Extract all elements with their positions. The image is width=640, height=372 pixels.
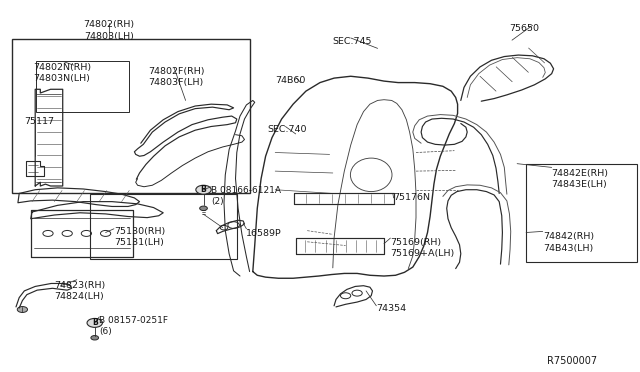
Text: B 08166-6121A
(2): B 08166-6121A (2) (211, 186, 281, 206)
Text: 74842E(RH)
74843E(LH): 74842E(RH) 74843E(LH) (552, 169, 609, 189)
Text: 74802(RH)
74803(LH): 74802(RH) 74803(LH) (83, 20, 134, 41)
Text: 74823(RH)
74824(LH): 74823(RH) 74824(LH) (54, 281, 106, 301)
Text: B: B (201, 185, 206, 194)
Text: B: B (92, 318, 97, 327)
Text: 74354: 74354 (376, 304, 406, 313)
Circle shape (200, 206, 207, 211)
Bar (526, 164, 637, 262)
Bar (36, 61, 129, 112)
Circle shape (87, 318, 102, 327)
Text: 74B60: 74B60 (275, 76, 305, 85)
Text: B 08157-0251F
(6): B 08157-0251F (6) (99, 316, 168, 336)
Text: 75169(RH)
75169+A(LH): 75169(RH) 75169+A(LH) (390, 238, 454, 258)
Bar (12, 39, 250, 193)
Text: 75117: 75117 (24, 117, 54, 126)
Bar (90, 194, 237, 259)
Text: 75130(RH)
75131(LH): 75130(RH) 75131(LH) (114, 227, 165, 247)
Circle shape (17, 307, 28, 312)
Text: 75650: 75650 (509, 24, 539, 33)
Text: SEC.740: SEC.740 (268, 125, 307, 134)
Text: 74842(RH)
74B43(LH): 74842(RH) 74B43(LH) (543, 232, 594, 253)
Circle shape (196, 185, 211, 194)
Text: 75176N: 75176N (393, 193, 430, 202)
Text: R7500007: R7500007 (547, 356, 597, 366)
Text: 16589P: 16589P (246, 229, 282, 238)
Text: 74802N(RH)
74803N(LH): 74802N(RH) 74803N(LH) (33, 63, 92, 83)
Text: SEC.745: SEC.745 (333, 37, 372, 46)
Text: 74802F(RH)
74803F(LH): 74802F(RH) 74803F(LH) (148, 67, 205, 87)
Circle shape (91, 336, 99, 340)
